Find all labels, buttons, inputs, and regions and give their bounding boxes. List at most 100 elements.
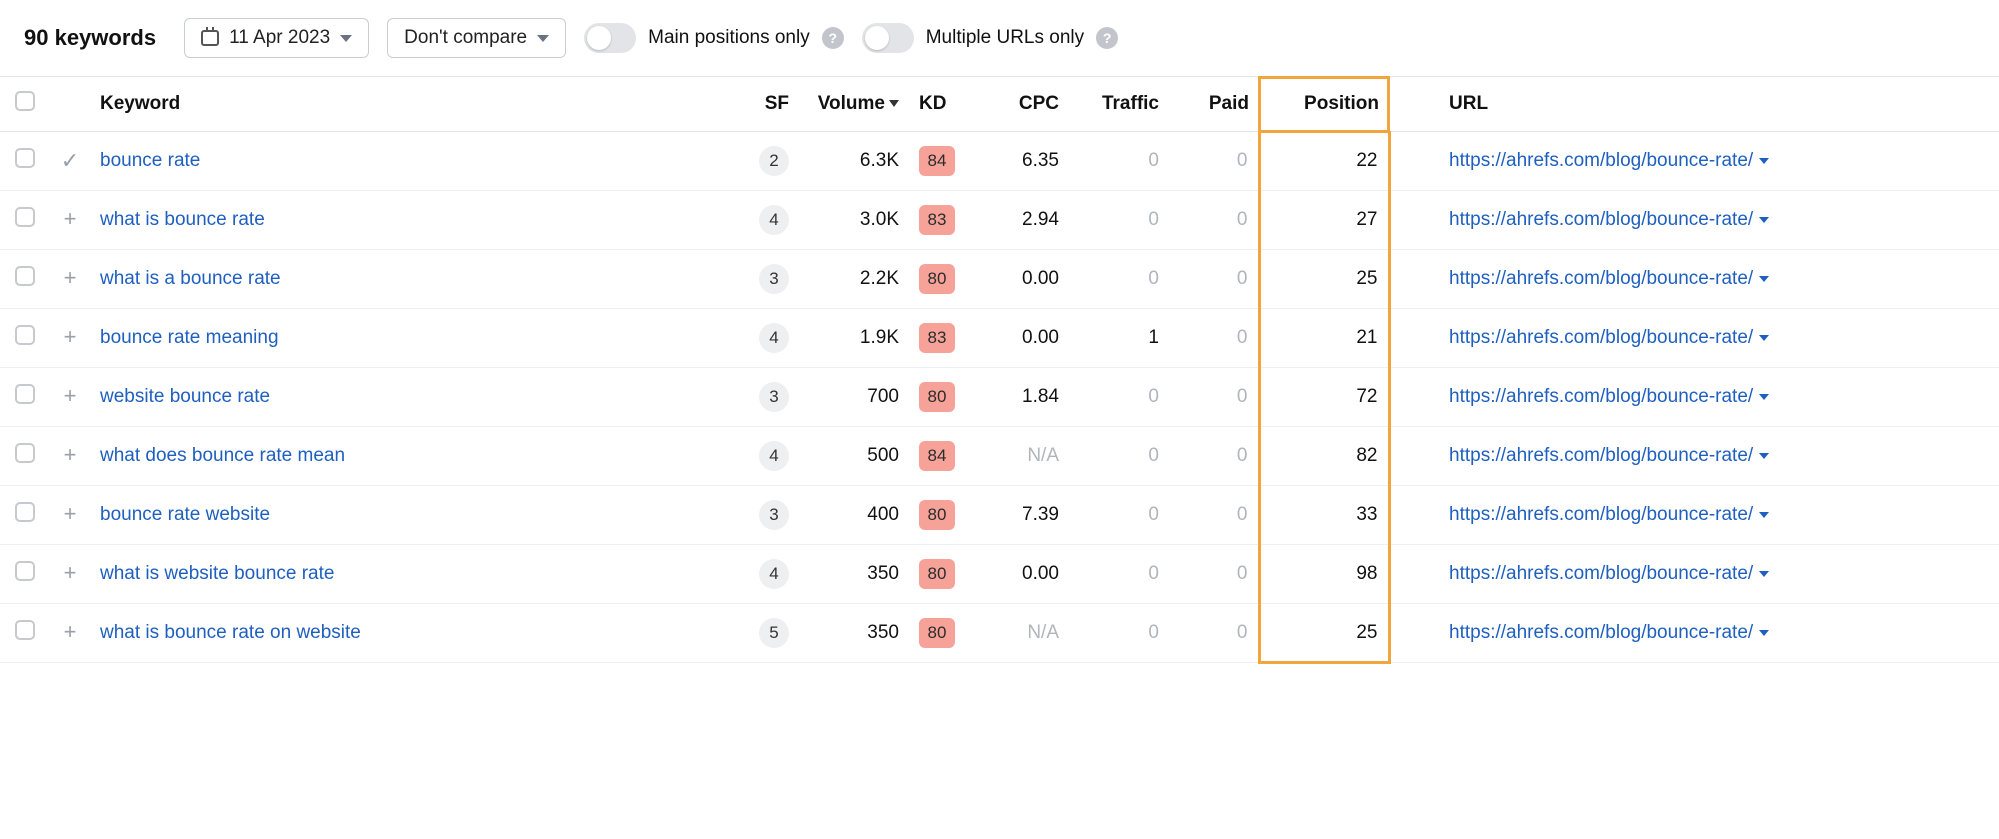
volume-cell: 500 <box>799 427 909 486</box>
select-all-checkbox[interactable] <box>15 91 35 111</box>
sf-badge[interactable]: 2 <box>759 146 789 176</box>
expand-icon[interactable]: + <box>64 619 77 644</box>
date-label: 11 Apr 2023 <box>229 27 330 49</box>
expand-icon[interactable]: + <box>64 265 77 290</box>
chevron-down-icon <box>537 35 549 42</box>
multiple-urls-toggle[interactable] <box>862 23 914 53</box>
url-link[interactable]: https://ahrefs.com/blog/bounce-rate/ <box>1449 445 1753 466</box>
url-link[interactable]: https://ahrefs.com/blog/bounce-rate/ <box>1449 386 1753 407</box>
url-dropdown-icon[interactable] <box>1759 571 1769 577</box>
url-dropdown-icon[interactable] <box>1759 394 1769 400</box>
sf-badge[interactable]: 3 <box>759 382 789 412</box>
col-url[interactable]: URL <box>1439 77 1999 132</box>
row-checkbox[interactable] <box>15 266 35 286</box>
keyword-link[interactable]: website bounce rate <box>100 386 270 407</box>
main-positions-toggle[interactable] <box>584 23 636 53</box>
table-row: +what is bounce rate43.0K832.940027https… <box>0 191 1999 250</box>
table-row: +bounce rate meaning41.9K830.001021https… <box>0 309 1999 368</box>
row-checkbox[interactable] <box>15 325 35 345</box>
sf-badge[interactable]: 3 <box>759 500 789 530</box>
table-row: +bounce rate website3400807.390033https:… <box>0 486 1999 545</box>
url-dropdown-icon[interactable] <box>1759 158 1769 164</box>
volume-cell: 1.9K <box>799 309 909 368</box>
sf-badge[interactable]: 4 <box>759 205 789 235</box>
cpc-cell: 0.00 <box>979 545 1069 604</box>
paid-cell: 0 <box>1169 604 1259 663</box>
keyword-link[interactable]: what is website bounce rate <box>100 563 334 584</box>
keyword-link[interactable]: bounce rate website <box>100 504 270 525</box>
keyword-link[interactable]: what is bounce rate on website <box>100 622 361 643</box>
help-icon[interactable]: ? <box>822 27 844 49</box>
url-dropdown-icon[interactable] <box>1759 630 1769 636</box>
row-checkbox[interactable] <box>15 148 35 168</box>
kd-badge: 83 <box>919 323 955 353</box>
url-dropdown-icon[interactable] <box>1759 217 1769 223</box>
keyword-link[interactable]: what does bounce rate mean <box>100 445 345 466</box>
kd-badge: 80 <box>919 559 955 589</box>
expand-icon[interactable]: + <box>64 442 77 467</box>
calendar-icon <box>201 30 219 46</box>
col-keyword[interactable]: Keyword <box>90 77 729 132</box>
col-traffic[interactable]: Traffic <box>1069 77 1169 132</box>
compare-button[interactable]: Don't compare <box>387 18 566 58</box>
kd-badge: 80 <box>919 618 955 648</box>
expand-icon[interactable]: + <box>64 383 77 408</box>
position-cell: 25 <box>1259 250 1389 309</box>
table-header-row: Keyword SF Volume KD CPC Traffic Paid Po… <box>0 77 1999 132</box>
sf-badge[interactable]: 3 <box>759 264 789 294</box>
main-positions-toggle-group: Main positions only ? <box>584 23 844 53</box>
keyword-count: 90 keywords <box>24 25 156 51</box>
url-link[interactable]: https://ahrefs.com/blog/bounce-rate/ <box>1449 268 1753 289</box>
sf-badge[interactable]: 4 <box>759 559 789 589</box>
sf-badge[interactable]: 5 <box>759 618 789 648</box>
url-link[interactable]: https://ahrefs.com/blog/bounce-rate/ <box>1449 209 1753 230</box>
url-dropdown-icon[interactable] <box>1759 453 1769 459</box>
traffic-cell: 0 <box>1069 427 1169 486</box>
main-positions-label: Main positions only <box>648 27 810 49</box>
help-icon[interactable]: ? <box>1096 27 1118 49</box>
url-link[interactable]: https://ahrefs.com/blog/bounce-rate/ <box>1449 563 1753 584</box>
traffic-cell: 0 <box>1069 191 1169 250</box>
expand-icon[interactable]: + <box>64 324 77 349</box>
url-dropdown-icon[interactable] <box>1759 276 1769 282</box>
expand-icon[interactable]: ✓ <box>61 148 79 173</box>
keyword-link[interactable]: bounce rate <box>100 150 200 171</box>
col-volume[interactable]: Volume <box>799 77 909 132</box>
url-dropdown-icon[interactable] <box>1759 335 1769 341</box>
url-link[interactable]: https://ahrefs.com/blog/bounce-rate/ <box>1449 150 1753 171</box>
traffic-cell: 0 <box>1069 132 1169 191</box>
paid-cell: 0 <box>1169 427 1259 486</box>
keyword-link[interactable]: what is a bounce rate <box>100 268 281 289</box>
expand-icon[interactable]: + <box>64 501 77 526</box>
row-checkbox[interactable] <box>15 207 35 227</box>
table-row: ✓bounce rate26.3K846.350022https://ahref… <box>0 132 1999 191</box>
cpc-cell: 2.94 <box>979 191 1069 250</box>
col-position[interactable]: Position <box>1259 77 1389 132</box>
url-link[interactable]: https://ahrefs.com/blog/bounce-rate/ <box>1449 504 1753 525</box>
sf-badge[interactable]: 4 <box>759 323 789 353</box>
keyword-link[interactable]: bounce rate meaning <box>100 327 279 348</box>
col-sf[interactable]: SF <box>729 77 799 132</box>
col-kd[interactable]: KD <box>909 77 979 132</box>
url-link[interactable]: https://ahrefs.com/blog/bounce-rate/ <box>1449 622 1753 643</box>
table-row: +what does bounce rate mean450084N/A0082… <box>0 427 1999 486</box>
paid-cell: 0 <box>1169 132 1259 191</box>
row-checkbox[interactable] <box>15 502 35 522</box>
url-link[interactable]: https://ahrefs.com/blog/bounce-rate/ <box>1449 327 1753 348</box>
expand-icon[interactable]: + <box>64 206 77 231</box>
keyword-link[interactable]: what is bounce rate <box>100 209 265 230</box>
row-checkbox[interactable] <box>15 384 35 404</box>
kd-badge: 84 <box>919 146 955 176</box>
col-paid[interactable]: Paid <box>1169 77 1259 132</box>
row-checkbox[interactable] <box>15 561 35 581</box>
paid-cell: 0 <box>1169 191 1259 250</box>
expand-icon[interactable]: + <box>64 560 77 585</box>
date-picker-button[interactable]: 11 Apr 2023 <box>184 18 369 58</box>
sf-badge[interactable]: 4 <box>759 441 789 471</box>
multiple-urls-toggle-group: Multiple URLs only ? <box>862 23 1118 53</box>
url-dropdown-icon[interactable] <box>1759 512 1769 518</box>
row-checkbox[interactable] <box>15 620 35 640</box>
col-cpc[interactable]: CPC <box>979 77 1069 132</box>
paid-cell: 0 <box>1169 545 1259 604</box>
row-checkbox[interactable] <box>15 443 35 463</box>
